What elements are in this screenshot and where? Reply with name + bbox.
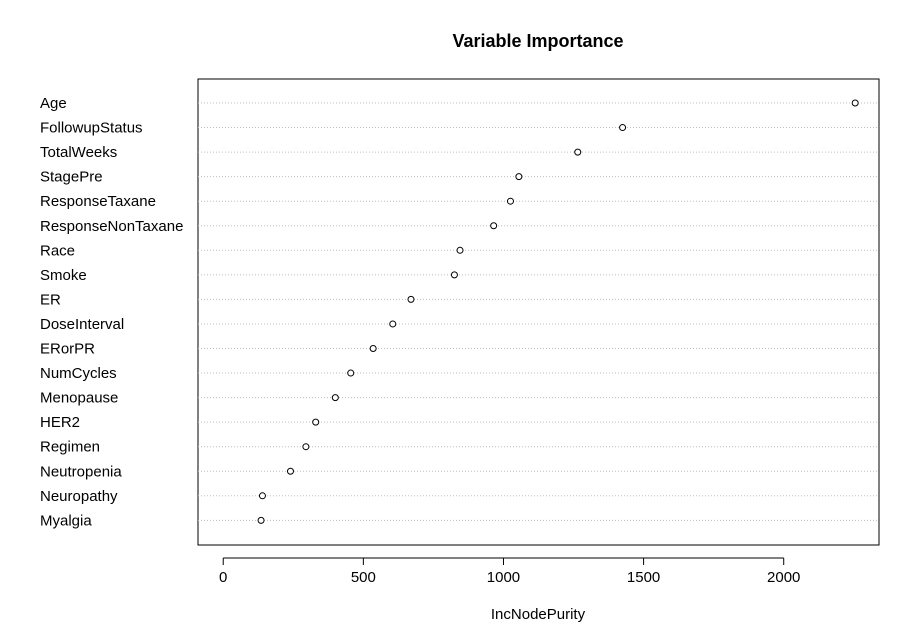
data-point [490, 222, 498, 230]
data-point [369, 345, 377, 352]
category-label: NumCycles [40, 365, 117, 382]
category-label: TotalWeeks [40, 144, 117, 161]
plot-frame [197, 78, 880, 546]
x-tick-label: 1000 [487, 569, 520, 586]
data-point [515, 173, 523, 181]
category-label: ERorPR [40, 341, 95, 358]
data-point [506, 197, 514, 205]
data-points [257, 99, 859, 524]
data-point [619, 124, 627, 132]
category-label: Smoke [40, 267, 87, 284]
data-point [450, 271, 458, 279]
x-axis-label: IncNodePurity [491, 606, 586, 623]
category-label: DoseInterval [40, 316, 124, 333]
grid-lines [198, 102, 879, 521]
category-label: FollowupStatus [40, 120, 143, 137]
chart-title: Variable Importance [452, 31, 623, 51]
category-label: Race [40, 242, 75, 259]
data-point [456, 246, 464, 254]
data-point [257, 516, 265, 524]
category-label: Myalgia [40, 512, 92, 529]
data-point [407, 295, 415, 303]
category-label: Neutropenia [40, 463, 122, 480]
data-point [347, 369, 355, 377]
category-label: Age [40, 95, 67, 112]
x-tick-label: 2000 [767, 569, 800, 586]
category-label: ResponseNonTaxane [40, 218, 183, 235]
data-point [851, 99, 859, 107]
data-point [574, 148, 582, 156]
x-tick-label: 500 [351, 569, 376, 586]
data-point [302, 443, 310, 451]
data-point [389, 320, 397, 328]
category-label: Neuropathy [40, 488, 118, 505]
data-point [286, 467, 294, 475]
category-label: HER2 [40, 414, 80, 431]
category-label: Regimen [40, 439, 100, 456]
data-point [312, 418, 320, 426]
category-label: ER [40, 291, 61, 308]
category-label: StagePre [40, 169, 103, 186]
x-tick-label: 0 [219, 569, 227, 586]
category-label: Menopause [40, 390, 118, 407]
category-label: ResponseTaxane [40, 193, 156, 210]
x-tick-label: 1500 [627, 569, 660, 586]
data-point [331, 394, 339, 402]
x-axis: 0 500 1000 1500 2000 [219, 557, 800, 586]
category-labels: Age FollowupStatus TotalWeeks StagePre Respo… [40, 95, 183, 529]
data-point [258, 492, 266, 500]
